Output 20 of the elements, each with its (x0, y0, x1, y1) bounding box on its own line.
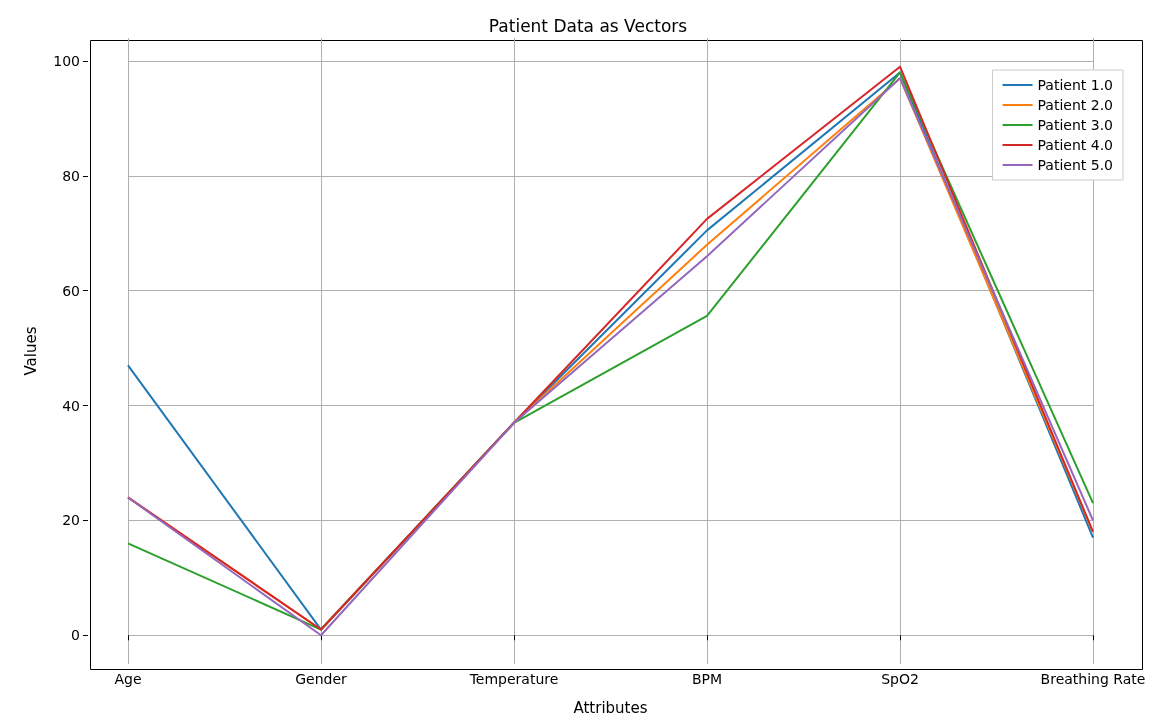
legend-label: Patient 4.0 (1037, 137, 1114, 153)
y-tick-label: 60 (62, 282, 80, 299)
x-tick-label: Breathing Rate (1040, 671, 1146, 687)
y-tick-label: 80 (62, 167, 80, 184)
x-tick-label: SpO2 (881, 671, 919, 687)
x-axis-title: Attributes (573, 698, 648, 717)
x-tick-label: Temperature (468, 671, 559, 687)
x-tick-label: BPM (691, 671, 723, 687)
x-tick-label: Gender (295, 671, 348, 687)
legend-label: Patient 5.0 (1037, 157, 1114, 173)
legend-label: Patient 2.0 (1037, 97, 1114, 113)
legend-label: Patient 3.0 (1037, 117, 1114, 133)
x-tick-label: Age (114, 671, 142, 687)
y-tick-label: 0 (71, 627, 80, 644)
y-axis-title: Values (21, 326, 40, 376)
y-tick-label: 40 (62, 397, 80, 414)
chart-title: Patient Data as Vectors (488, 15, 688, 36)
legend-label: Patient 1.0 (1037, 77, 1114, 93)
y-tick-label: 100 (53, 52, 80, 69)
y-tick-label: 20 (62, 512, 80, 529)
